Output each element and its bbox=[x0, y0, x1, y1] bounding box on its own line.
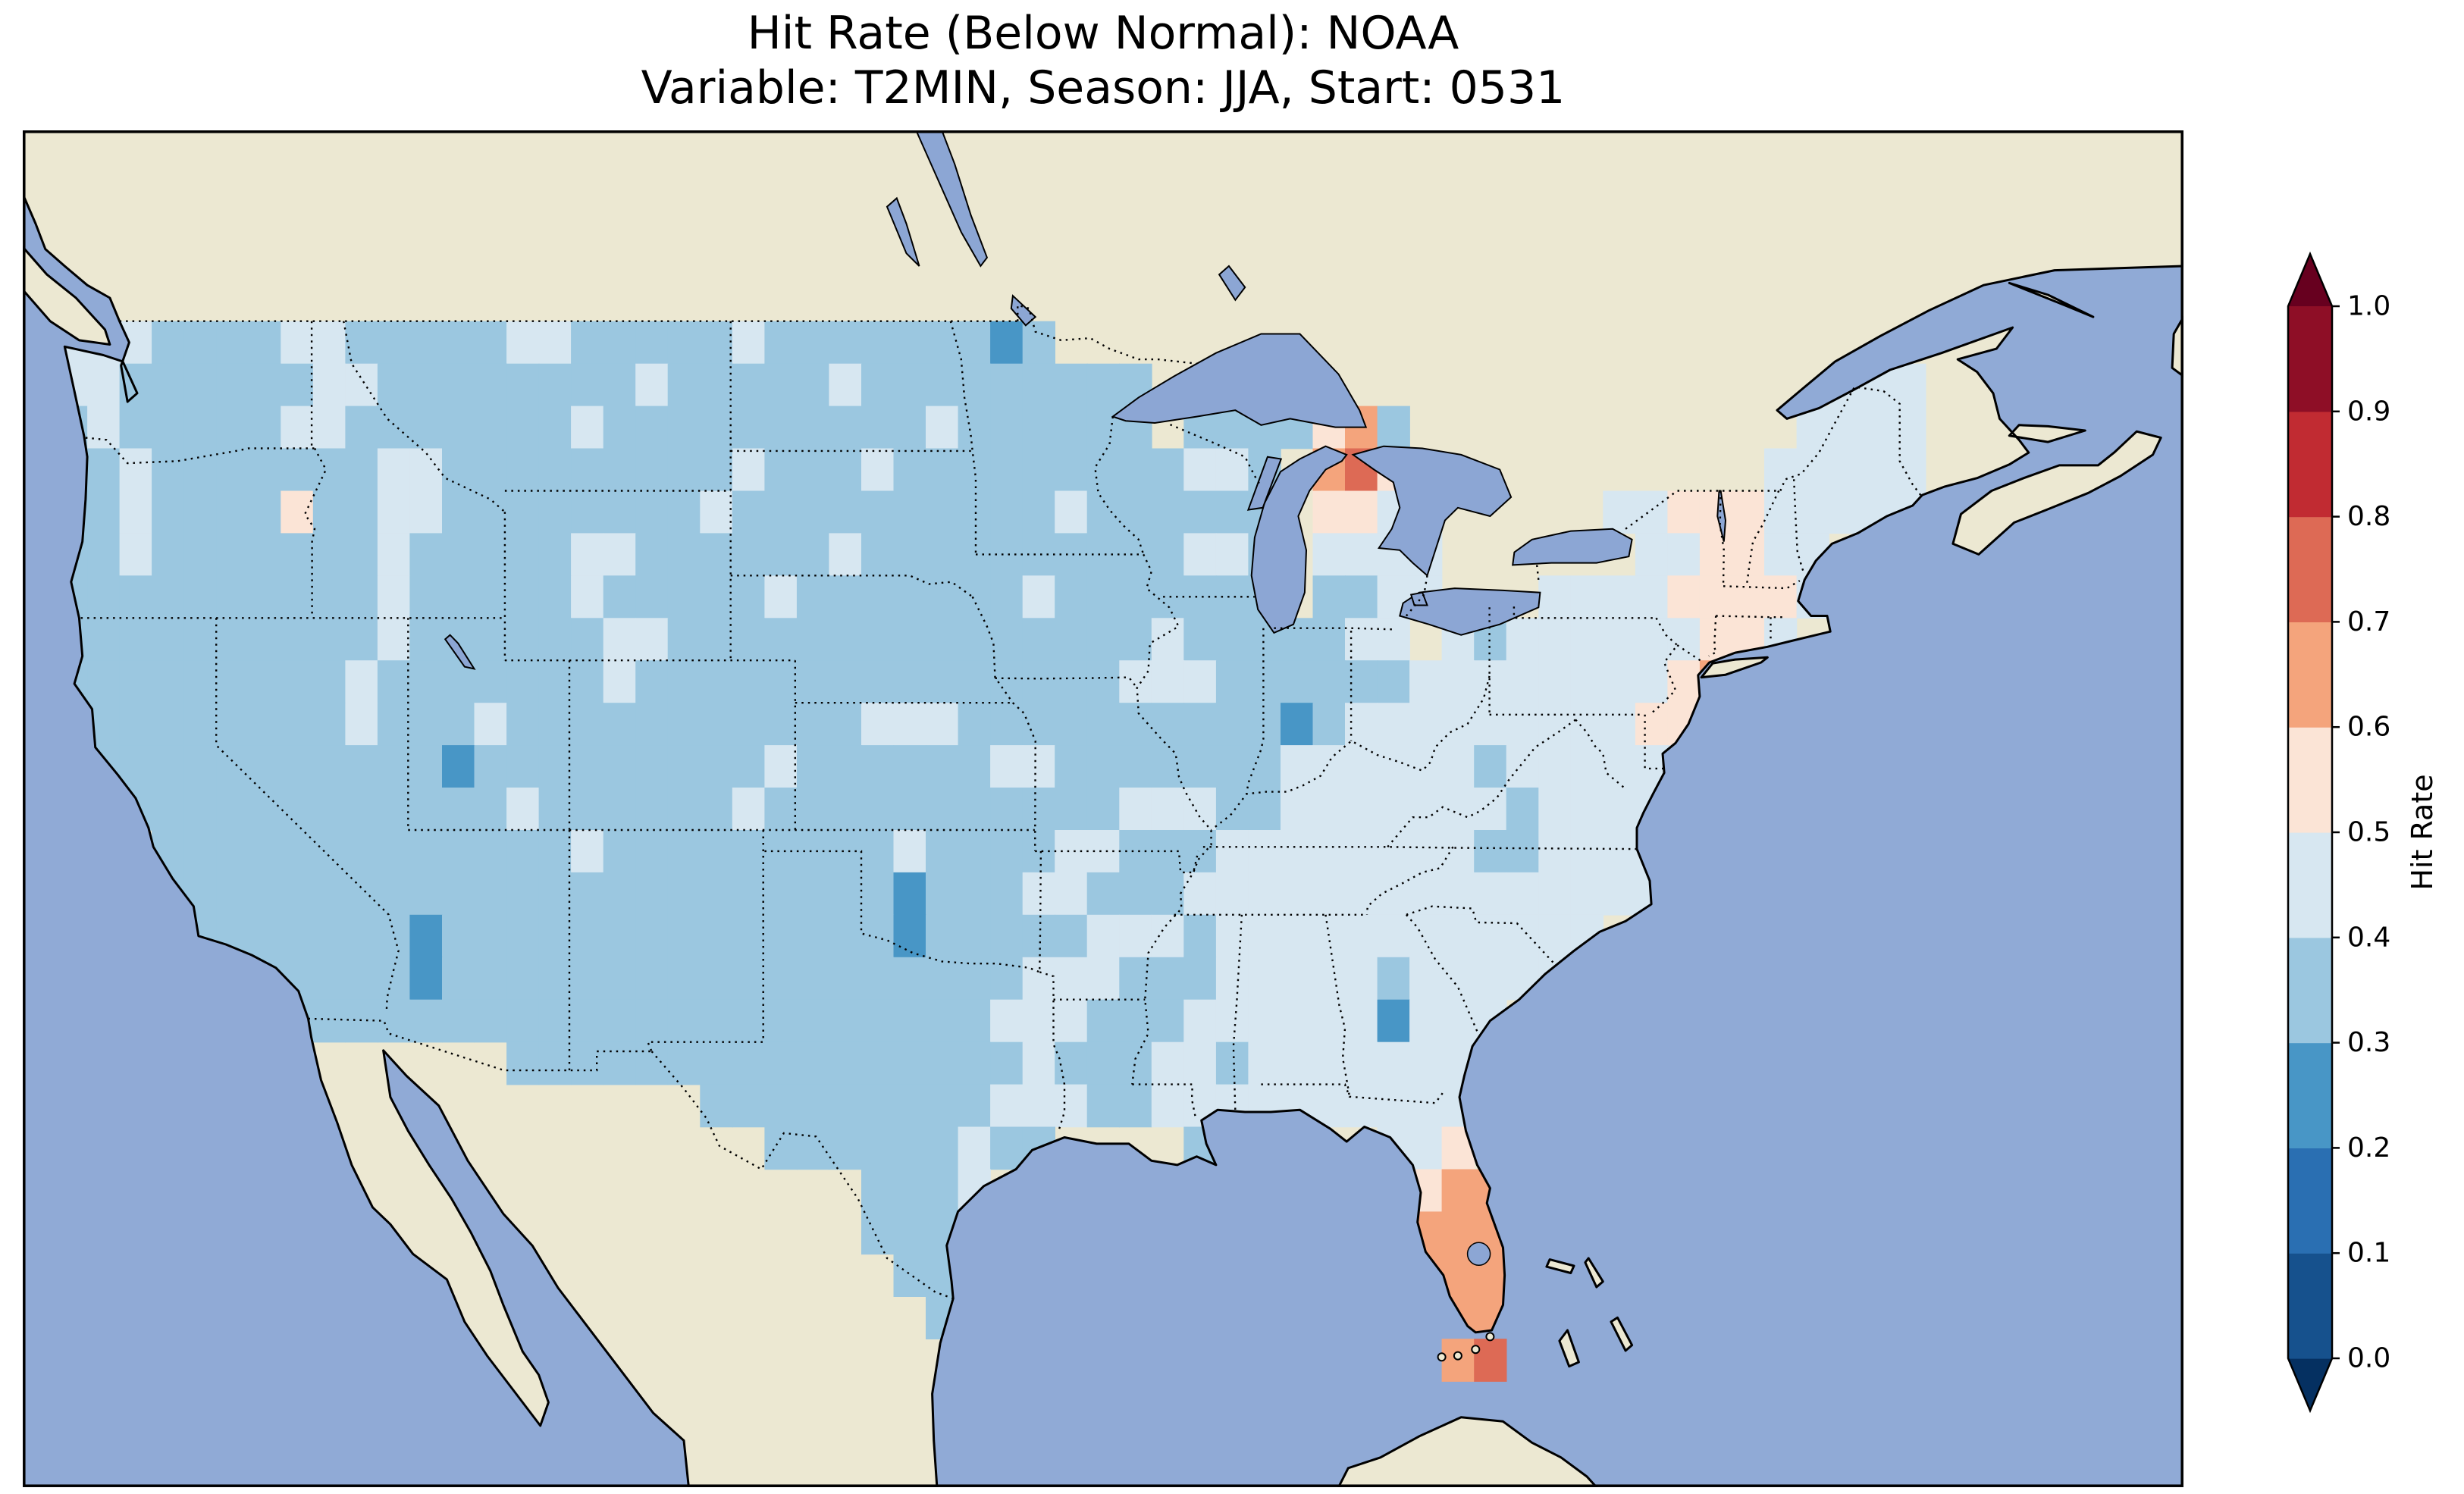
plot-title-line2: Variable: T2MIN, Season: JJA, Start: 053… bbox=[641, 61, 1566, 114]
svg-text:0.7: 0.7 bbox=[2347, 606, 2390, 637]
colorbar-over-arrow bbox=[2288, 254, 2332, 306]
axes-frame bbox=[23, 130, 2183, 1487]
svg-text:0.3: 0.3 bbox=[2347, 1027, 2390, 1058]
svg-text:0.0: 0.0 bbox=[2347, 1343, 2390, 1374]
plot-title-line1: Hit Rate (Below Normal): NOAA bbox=[747, 7, 1459, 60]
svg-text:0.2: 0.2 bbox=[2347, 1132, 2390, 1164]
svg-text:0.1: 0.1 bbox=[2347, 1238, 2390, 1269]
colorbar: 0.0 0.1 0.2 0.3 0.4 0.5 0.6 0.7 0.8 0.9 1.0 Hit Rat… bbox=[2287, 251, 2439, 1414]
lakes-layer bbox=[444, 130, 1727, 1267]
svg-text:0.8: 0.8 bbox=[2347, 501, 2390, 532]
colorbar-ticks: 0.0 0.1 0.2 0.3 0.4 0.5 0.6 0.7 0.8 0.9 1.0 bbox=[2332, 291, 2390, 1374]
lake-okeechobee bbox=[1466, 1242, 1491, 1267]
svg-text:1.0: 1.0 bbox=[2347, 291, 2390, 322]
svg-text:0.6: 0.6 bbox=[2347, 712, 2390, 743]
map-plot bbox=[23, 130, 2183, 1487]
svg-text:0.4: 0.4 bbox=[2347, 922, 2390, 953]
florida-keys bbox=[1437, 1332, 1495, 1362]
state-borders bbox=[80, 303, 1923, 1300]
colorbar-under-arrow bbox=[2288, 1358, 2332, 1411]
svg-text:0.9: 0.9 bbox=[2347, 396, 2390, 427]
svg-text:0.5: 0.5 bbox=[2347, 817, 2390, 848]
colorbar-axis-label: Hit Rate bbox=[2406, 774, 2439, 890]
colorbar-segments bbox=[2288, 254, 2332, 1411]
plot-title: Hit Rate (Below Normal): NOAA Variable: … bbox=[23, 6, 2183, 115]
coastlines bbox=[23, 130, 2183, 1487]
